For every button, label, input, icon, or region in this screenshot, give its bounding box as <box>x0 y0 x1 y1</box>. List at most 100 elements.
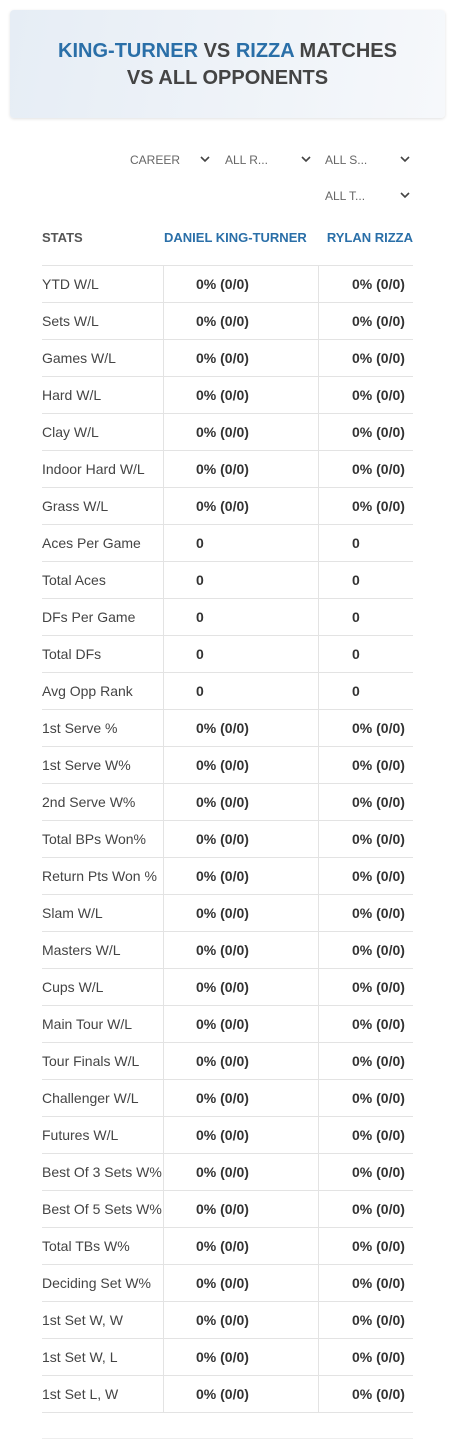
stat-label: Games W/L <box>42 350 116 366</box>
stat-label: Futures W/L <box>42 1127 119 1143</box>
stat-value: 0% (0/0) <box>352 868 405 884</box>
filter-label: ALL R... <box>225 153 268 167</box>
vs: VS <box>203 40 231 62</box>
table-row: Slam W/L 0% (0/0) 0% (0/0) <box>42 895 413 932</box>
stat-value: 0% (0/0) <box>196 942 249 958</box>
stat-value: 0% (0/0) <box>196 350 249 366</box>
column-divider <box>163 266 164 1413</box>
table-row: 1st Set L, W 0% (0/0) 0% (0/0) <box>42 1376 413 1413</box>
table-row: Total BPs Won% 0% (0/0) 0% (0/0) <box>42 821 413 858</box>
stat-value: 0% (0/0) <box>352 1127 405 1143</box>
stat-value: 0% (0/0) <box>352 387 405 403</box>
table-row: Total TBs W% 0% (0/0) 0% (0/0) <box>42 1228 413 1265</box>
stat-label: Slam W/L <box>42 905 103 921</box>
column-header[interactable]: RYLAN RIZZA <box>326 230 413 245</box>
stat-value: 0% (0/0) <box>352 1238 405 1254</box>
column-divider <box>318 266 319 1413</box>
stat-value: 0% (0/0) <box>196 757 249 773</box>
stat-label: DFs Per Game <box>42 609 136 625</box>
stat-value: 0% (0/0) <box>196 1090 249 1106</box>
table-row: Main Tour W/L 0% (0/0) 0% (0/0) <box>42 1006 413 1043</box>
stat-value: 0 <box>196 535 204 551</box>
stat-value: 0% (0/0) <box>352 1201 405 1217</box>
footer-divider <box>42 1438 413 1439</box>
table-row: Cups W/L 0% (0/0) 0% (0/0) <box>42 969 413 1006</box>
filter-label: ALL S... <box>325 153 368 167</box>
stat-value: 0% (0/0) <box>196 498 249 514</box>
stat-label: Hard W/L <box>42 387 102 403</box>
table-row: Masters W/L 0% (0/0) 0% (0/0) <box>42 932 413 969</box>
stat-label: YTD W/L <box>42 276 99 292</box>
stat-value: 0% (0/0) <box>196 1164 249 1180</box>
table-row: 1st Set W, W 0% (0/0) 0% (0/0) <box>42 1302 413 1339</box>
stat-value: 0 <box>196 683 204 699</box>
stat-value: 0% (0/0) <box>196 868 249 884</box>
table-row: Best Of 3 Sets W% 0% (0/0) 0% (0/0) <box>42 1154 413 1191</box>
stat-label: 1st Serve % <box>42 720 118 736</box>
title: KING-TURNER VS RIZZA MATCHES VS ALL OPPO… <box>10 38 445 92</box>
column-header[interactable]: DANIEL KING-TURNER <box>164 230 307 245</box>
stat-value: 0 <box>196 609 204 625</box>
stat-value: 0% (0/0) <box>196 1016 249 1032</box>
filter-select[interactable]: CAREER <box>130 150 212 170</box>
stat-label: Return Pts Won % <box>42 868 157 884</box>
stat-value: 0% (0/0) <box>196 1053 249 1069</box>
stat-value: 0 <box>352 646 360 662</box>
stat-label: 1st Serve W% <box>42 757 131 773</box>
stat-value: 0% (0/0) <box>352 350 405 366</box>
stat-value: 0% (0/0) <box>352 1090 405 1106</box>
stat-value: 0% (0/0) <box>352 276 405 292</box>
stat-value: 0% (0/0) <box>352 313 405 329</box>
table-row: Sets W/L 0% (0/0) 0% (0/0) <box>42 303 413 340</box>
stat-label: Masters W/L <box>42 942 121 958</box>
chevron <box>400 156 410 163</box>
table-row: Best Of 5 Sets W% 0% (0/0) 0% (0/0) <box>42 1191 413 1228</box>
stat-value: 0% (0/0) <box>196 1349 249 1365</box>
stat-label: 1st Set W, L <box>42 1349 118 1365</box>
table-row: Hard W/L 0% (0/0) 0% (0/0) <box>42 377 413 414</box>
stat-label: Total BPs Won% <box>42 831 147 847</box>
stat-label: 1st Set W, W <box>42 1312 123 1328</box>
stat-value: 0% (0/0) <box>196 905 249 921</box>
stat-value: 0 <box>352 683 360 699</box>
stat-value: 0% (0/0) <box>352 942 405 958</box>
stat-value: 0% (0/0) <box>352 905 405 921</box>
table-row: 1st Set W, L 0% (0/0) 0% (0/0) <box>42 1339 413 1376</box>
column-header: STATS <box>42 230 83 245</box>
stat-label: Main Tour W/L <box>42 1016 132 1032</box>
stat-value: 0% (0/0) <box>352 757 405 773</box>
stat-label: Best Of 5 Sets W% <box>42 1201 162 1217</box>
stat-value: 0% (0/0) <box>196 1386 249 1402</box>
stat-label: Tour Finals W/L <box>42 1053 140 1069</box>
table-row: Tour Finals W/L 0% (0/0) 0% (0/0) <box>42 1043 413 1080</box>
stat-label: Aces Per Game <box>42 535 141 551</box>
stat-value: 0% (0/0) <box>196 1127 249 1143</box>
table-row: Return Pts Won % 0% (0/0) 0% (0/0) <box>42 858 413 895</box>
filter-select[interactable]: ALL R... <box>225 150 313 170</box>
stat-value: 0% (0/0) <box>352 1053 405 1069</box>
stat-value: 0% (0/0) <box>352 498 405 514</box>
stat-value: 0% (0/0) <box>196 387 249 403</box>
stat-value: 0 <box>352 572 360 588</box>
table-row: 1st Serve W% 0% (0/0) 0% (0/0) <box>42 747 413 784</box>
header-divider <box>42 265 413 266</box>
stat-value: 0% (0/0) <box>196 1201 249 1217</box>
table-row: DFs Per Game 0 0 <box>42 599 413 636</box>
title-rest: VS ALL OPPONENTS <box>126 67 329 89</box>
title-rest: MATCHES <box>299 40 397 62</box>
stat-value: 0 <box>352 609 360 625</box>
stat-value: 0% (0/0) <box>352 424 405 440</box>
stat-label: Best Of 3 Sets W% <box>42 1164 162 1180</box>
table-row: Games W/L 0% (0/0) 0% (0/0) <box>42 340 413 377</box>
filter-label: CAREER <box>130 153 181 167</box>
stat-value: 0% (0/0) <box>352 1312 405 1328</box>
filter-select[interactable]: ALL T... <box>325 186 413 206</box>
stat-value: 0% (0/0) <box>196 720 249 736</box>
chevron <box>301 156 311 163</box>
player2: RIZZA <box>235 40 294 62</box>
stat-value: 0% (0/0) <box>352 979 405 995</box>
filter-select[interactable]: ALL S... <box>325 150 413 170</box>
stat-label: Grass W/L <box>42 498 109 514</box>
stat-value: 0% (0/0) <box>196 1238 249 1254</box>
stat-value: 0 <box>196 572 204 588</box>
